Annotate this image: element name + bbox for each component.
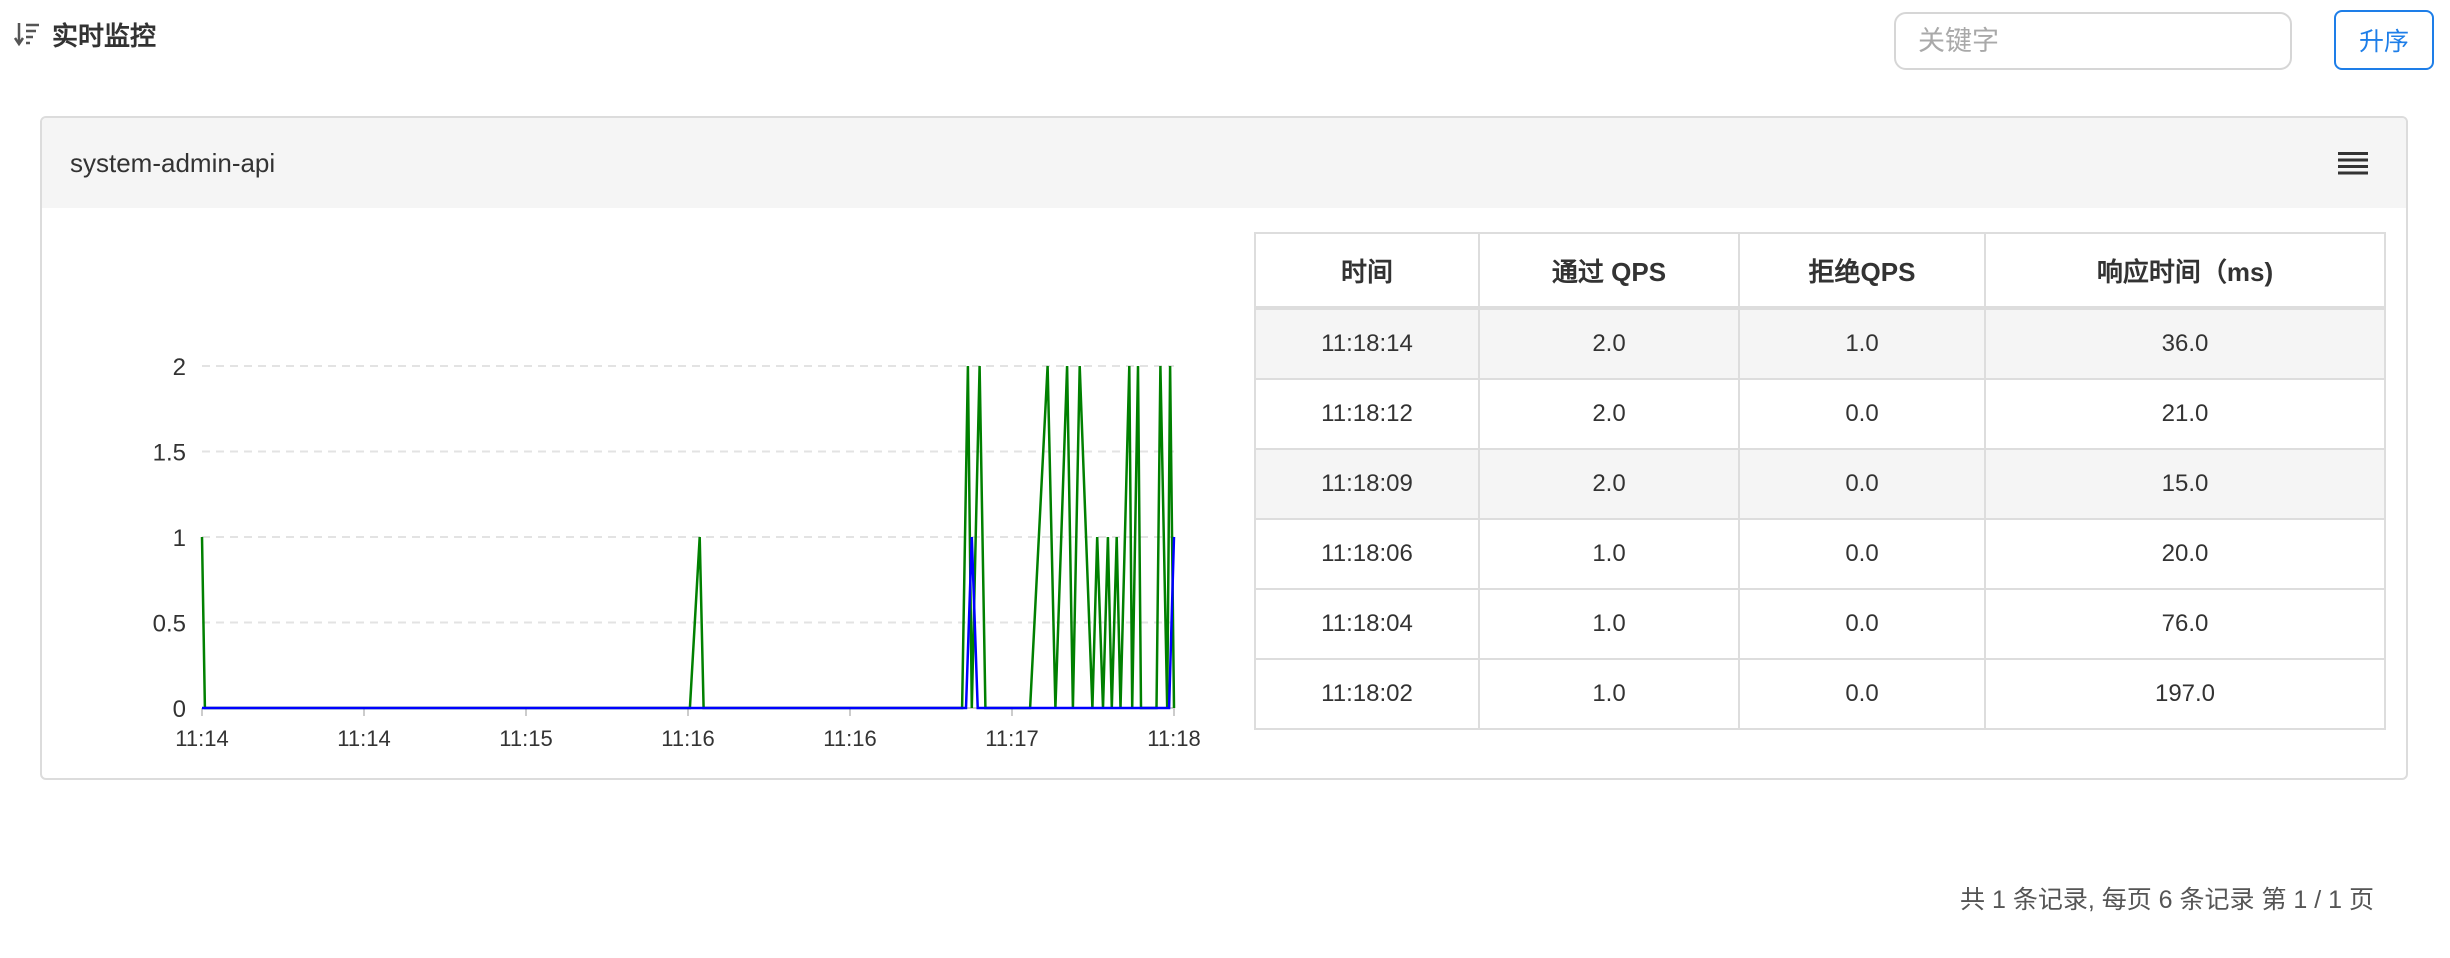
x-tick-label: 11:14 — [175, 726, 228, 750]
cell-response-time: 15.0 — [1984, 448, 2386, 520]
cell-pass-qps: 1.0 — [1478, 658, 1740, 730]
resource-panel: system-admin-api 0 0.5 1 1.5 2 11:14 11:14 11:1… — [40, 116, 2408, 780]
column-header-block-qps: 拒绝QPS — [1738, 232, 1986, 310]
column-header-time: 时间 — [1254, 232, 1480, 310]
cell-time: 11:18:04 — [1254, 588, 1480, 660]
page-title: 实时监控 — [52, 20, 157, 51]
y-tick-label: 0.5 — [153, 611, 186, 638]
cell-response-time: 36.0 — [1984, 307, 2386, 380]
x-tick-label: 11:16 — [823, 726, 876, 750]
cell-pass-qps: 2.0 — [1478, 378, 1740, 450]
search-input[interactable] — [1894, 12, 2292, 70]
table-row: 11:18:04 1.0 0.0 76.0 — [1254, 588, 2386, 660]
x-tick-label: 11:17 — [985, 726, 1038, 750]
panel-header: system-admin-api — [42, 118, 2406, 208]
x-tick-label: 11:15 — [499, 726, 552, 750]
cell-pass-qps: 2.0 — [1478, 307, 1740, 380]
table-row: 11:18:06 1.0 0.0 20.0 — [1254, 518, 2386, 590]
table-row: 11:18:02 1.0 0.0 197.0 — [1254, 658, 2386, 730]
x-tick-label: 11:18 — [1147, 726, 1200, 750]
sort-ascending-button[interactable]: 升序 — [2334, 10, 2434, 70]
x-tick-label: 11:14 — [337, 726, 390, 750]
cell-response-time: 76.0 — [1984, 588, 2386, 660]
cell-block-qps: 1.0 — [1738, 307, 1986, 380]
cell-time: 11:18:02 — [1254, 658, 1480, 730]
cell-pass-qps: 1.0 — [1478, 588, 1740, 660]
column-header-pass-qps: 通过 QPS — [1478, 232, 1740, 310]
cell-block-qps: 0.0 — [1738, 518, 1986, 590]
sort-descending-icon[interactable] — [14, 21, 40, 47]
pagination-info: 共 1 条记录, 每页 6 条记录 第 1 / 1 页 — [1960, 886, 2374, 914]
pass-qps-series-line — [200, 365, 1176, 710]
cell-block-qps: 0.0 — [1738, 378, 1986, 450]
table-row: 11:18:12 2.0 0.0 21.0 — [1254, 378, 2386, 450]
list-icon[interactable] — [2338, 151, 2368, 175]
cell-block-qps: 0.0 — [1738, 588, 1986, 660]
cell-block-qps: 0.0 — [1738, 658, 1986, 730]
qps-line-chart: 0 0.5 1 1.5 2 11:14 11:14 11:15 11:16 11:16 11:17 1… — [153, 354, 1201, 750]
cell-response-time: 21.0 — [1984, 378, 2386, 450]
cell-time: 11:18:09 — [1254, 448, 1480, 520]
block-qps-series-line — [202, 536, 1176, 710]
cell-time: 11:18:06 — [1254, 518, 1480, 590]
cell-time: 11:18:14 — [1254, 307, 1480, 380]
cell-pass-qps: 1.0 — [1478, 518, 1740, 590]
y-tick-label: 1.5 — [153, 440, 186, 467]
cell-time: 11:18:12 — [1254, 378, 1480, 450]
y-tick-label: 1 — [173, 525, 186, 552]
x-tick-label: 11:16 — [661, 726, 714, 750]
column-header-response-time: 响应时间（ms) — [1984, 232, 2386, 310]
cell-block-qps: 0.0 — [1738, 448, 1986, 520]
table-row: 11:18:14 2.0 1.0 36.0 — [1254, 307, 2386, 380]
cell-response-time: 197.0 — [1984, 658, 2386, 730]
cell-response-time: 20.0 — [1984, 518, 2386, 590]
table-row: 11:18:09 2.0 0.0 15.0 — [1254, 448, 2386, 520]
metrics-table: 时间 通过 QPS 拒绝QPS 响应时间（ms) 11:18:14 2.0 1.… — [1254, 232, 2386, 730]
y-tick-label: 2 — [173, 354, 186, 381]
panel-title: system-admin-api — [70, 147, 276, 178]
table-header-row: 时间 通过 QPS 拒绝QPS 响应时间（ms) — [1254, 232, 2386, 310]
cell-pass-qps: 2.0 — [1478, 448, 1740, 520]
y-tick-label: 0 — [173, 696, 186, 723]
page-header: 实时监控 — [14, 14, 156, 54]
